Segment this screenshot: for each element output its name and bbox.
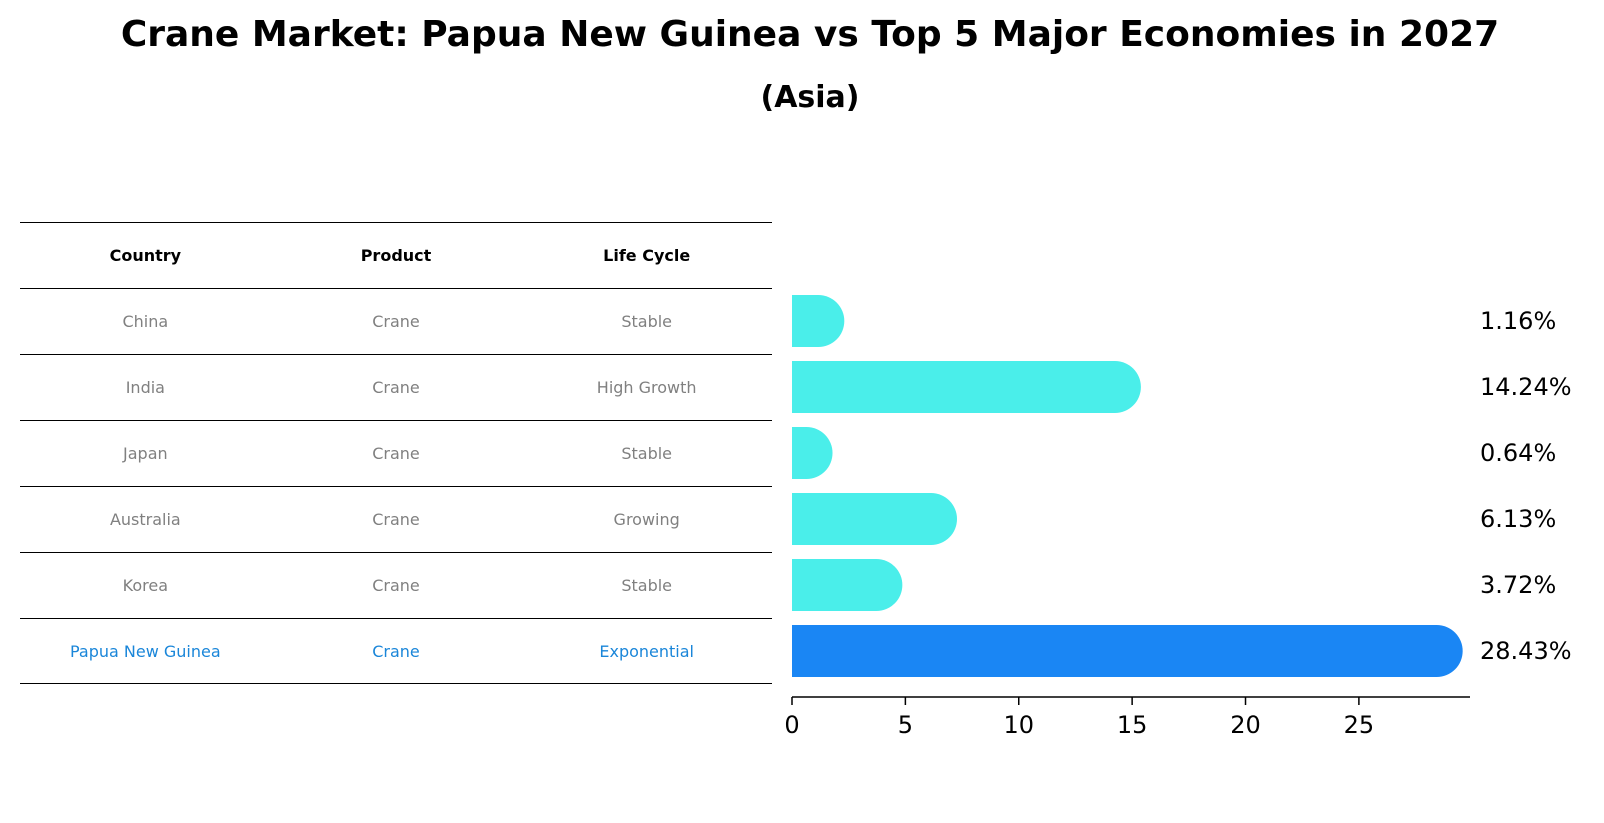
cell-country: Japan [123, 444, 168, 463]
cell-product: Crane [372, 510, 420, 529]
cell-country: China [122, 312, 169, 331]
table-row-highlight: Papua New Guinea Crane Exponential [20, 618, 772, 684]
cell-country: Papua New Guinea [69, 641, 221, 661]
cell-country: Australia [109, 510, 181, 529]
header-life-cycle: Life Cycle [603, 246, 691, 265]
table-header-row: Country Product Life Cycle [20, 222, 772, 288]
bar [792, 361, 1141, 413]
cell-life-cycle: Stable [621, 312, 673, 331]
bar [792, 493, 958, 545]
header-product: Product [360, 246, 432, 265]
bar-value-label: 6.13% [1480, 505, 1556, 533]
bar [792, 559, 903, 611]
cell-life-cycle: Stable [621, 444, 673, 463]
header-country: Country [109, 246, 182, 265]
bar-value-label: 14.24% [1480, 373, 1572, 401]
bar [792, 295, 845, 347]
cell-product: Crane [372, 576, 420, 595]
cell-life-cycle: Exponential [599, 641, 694, 661]
x-tick-label: 20 [1230, 711, 1261, 739]
bar-value-label: 0.64% [1480, 439, 1556, 467]
bar-value-label: 28.43% [1480, 637, 1572, 665]
x-tick-label: 15 [1117, 711, 1148, 739]
cell-product: Crane [372, 641, 420, 661]
cell-product: Crane [372, 312, 420, 331]
x-tick-label: 25 [1344, 711, 1375, 739]
cell-life-cycle: High Growth [596, 378, 697, 397]
table-row: China Crane Stable [20, 288, 772, 354]
chart-subtitle: (Asia) [760, 80, 860, 115]
x-tick-label: 10 [1003, 711, 1034, 739]
bar [792, 427, 833, 479]
table-row: Australia Crane Growing [20, 486, 772, 552]
bar-highlight [792, 625, 1463, 677]
cell-product: Crane [372, 444, 420, 463]
bar-value-label: 3.72% [1480, 571, 1556, 599]
cell-country: India [125, 378, 165, 397]
x-tick-label: 5 [898, 711, 913, 739]
cell-life-cycle: Growing [613, 510, 680, 529]
cell-product: Crane [372, 378, 420, 397]
bar-value-label: 1.16% [1480, 307, 1556, 335]
table-row: India Crane High Growth [20, 354, 772, 420]
table-row: Korea Crane Stable [20, 552, 772, 618]
cell-country: Korea [122, 576, 169, 595]
table-row: Japan Crane Stable [20, 420, 772, 486]
data-table: Country Product Life Cycle China Crane S… [20, 222, 772, 684]
x-tick-label: 0 [784, 711, 799, 739]
cell-life-cycle: Stable [621, 576, 673, 595]
chart-title: Crane Market: Papua New Guinea vs Top 5 … [120, 14, 1500, 55]
